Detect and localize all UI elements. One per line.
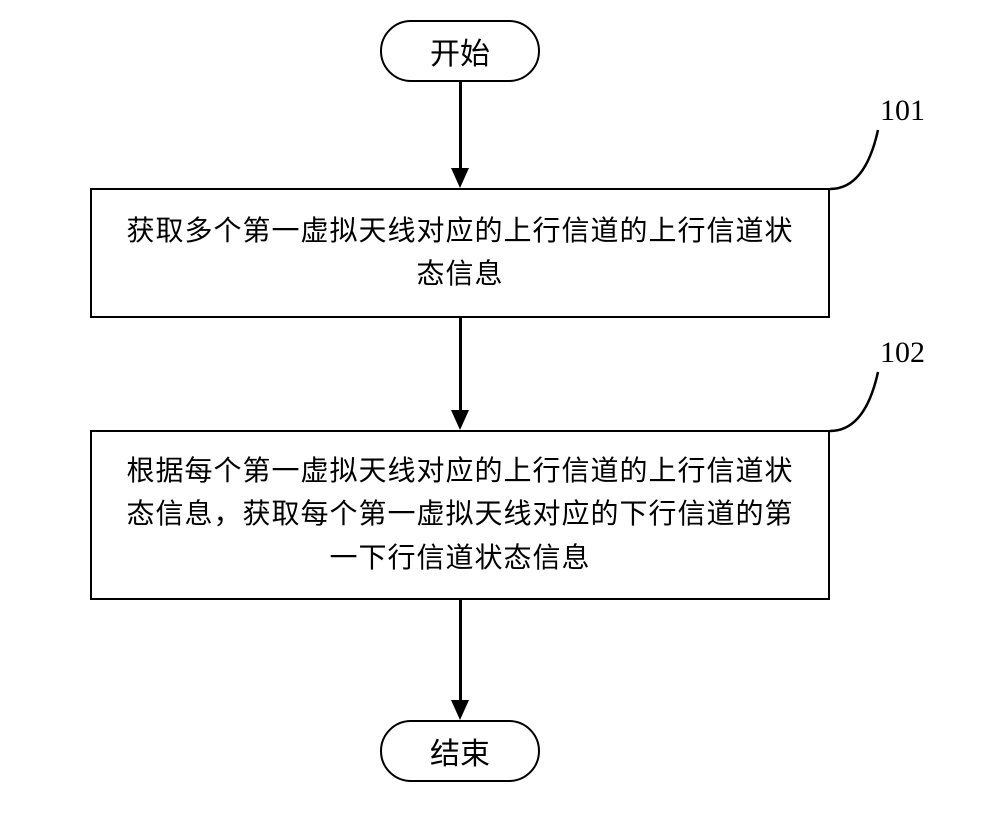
arrow-1-head [451, 168, 469, 188]
start-terminator: 开始 [380, 20, 540, 82]
ref-101: 101 [880, 94, 925, 128]
arrow-2 [459, 318, 462, 410]
ref-102: 102 [880, 336, 925, 370]
step-101-text: 获取多个第一虚拟天线对应的上行信道的上行信道状态信息 [122, 210, 798, 297]
flowchart-canvas: 开始 获取多个第一虚拟天线对应的上行信道的上行信道状态信息 101 根据每个第一… [0, 0, 1000, 826]
step-102-box: 根据每个第一虚拟天线对应的上行信道的上行信道状态信息，获取每个第一虚拟天线对应的… [90, 430, 830, 600]
leader-102 [0, 0, 1000, 826]
step-101-box: 获取多个第一虚拟天线对应的上行信道的上行信道状态信息 [90, 188, 830, 318]
arrow-2-head [451, 410, 469, 430]
arrow-3-head [451, 700, 469, 720]
end-label: 结束 [430, 729, 490, 773]
end-terminator: 结束 [380, 720, 540, 782]
start-label: 开始 [430, 29, 490, 73]
step-102-text: 根据每个第一虚拟天线对应的上行信道的上行信道状态信息，获取每个第一虚拟天线对应的… [122, 450, 798, 580]
leader-101 [0, 0, 1000, 826]
arrow-3 [459, 600, 462, 700]
arrow-1 [459, 82, 462, 168]
